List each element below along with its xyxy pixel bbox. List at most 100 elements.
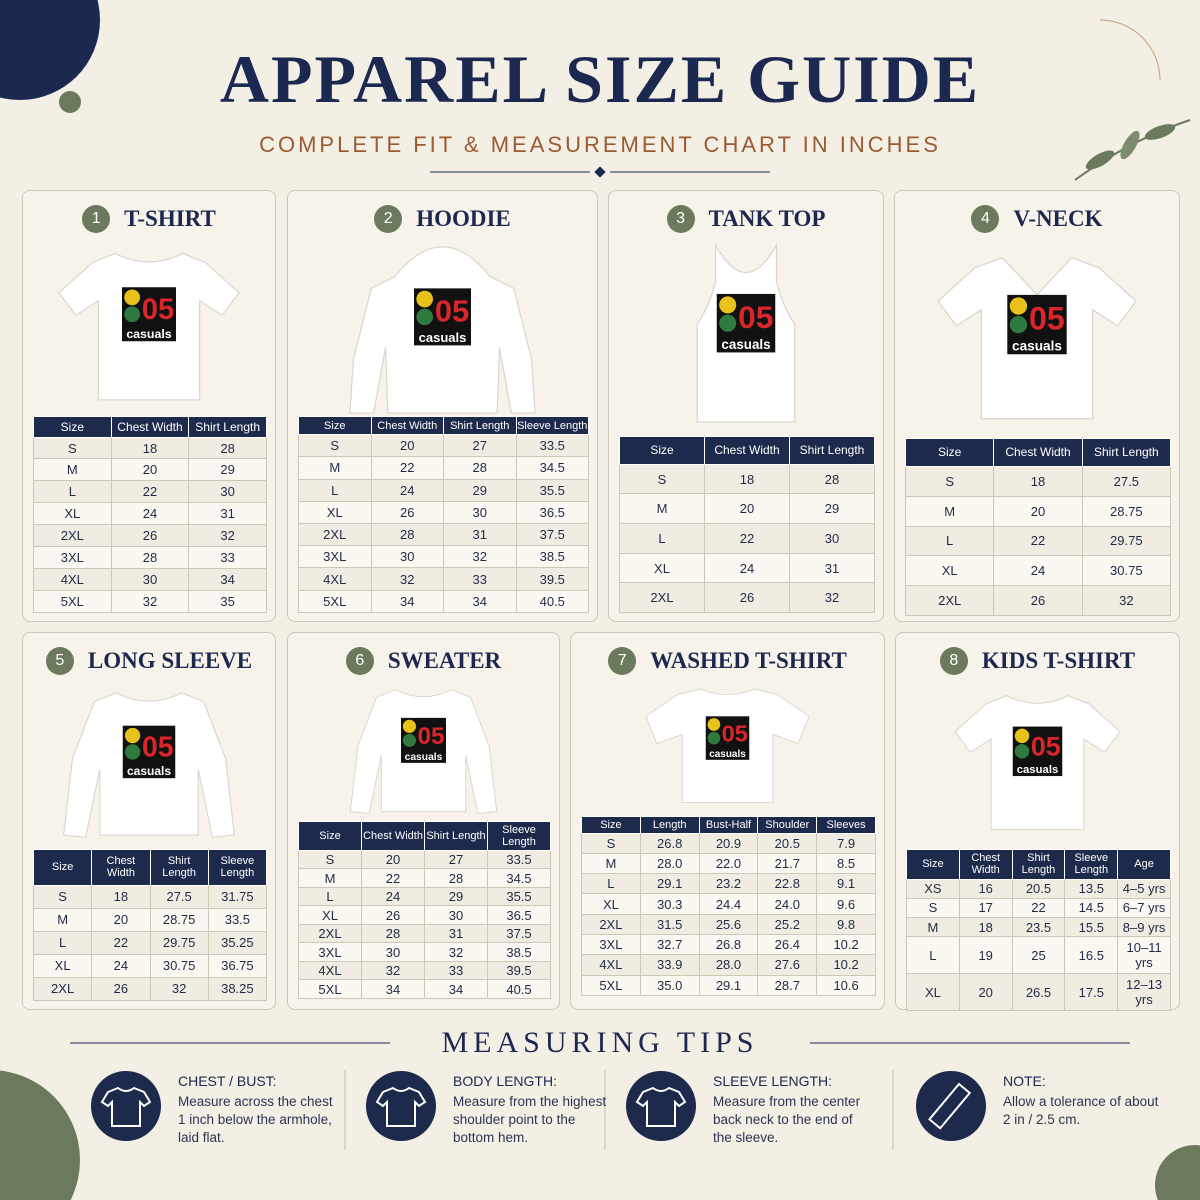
table-cell: 20 <box>958 973 1013 1011</box>
table-cell: 20.9 <box>698 832 759 854</box>
table-cell: 24.0 <box>757 893 818 915</box>
card-name: TANK TOP <box>708 206 826 231</box>
table-row: L 22 30 <box>619 523 875 554</box>
size-card: 5 LONG SLEEVE 05 casuals Size Chest Width Shir… <box>22 632 276 1010</box>
table-cell: 32 <box>361 960 425 981</box>
column-header: Shirt Length <box>149 849 209 886</box>
table-row: 3XL 32.7 26.8 26.4 10.2 <box>581 933 876 956</box>
size-table: Size Length Bust-Half Shoulder Sleeves S 26.8 2… <box>581 816 876 997</box>
table-cell: 20 <box>993 495 1083 527</box>
column-header: Shirt Length <box>188 416 267 438</box>
column-header: Shirt Length <box>1011 849 1066 880</box>
table-cell: M <box>581 852 641 875</box>
table-cell: 27.5 <box>1081 465 1172 497</box>
table-row: S 18 28 <box>33 436 267 460</box>
column-header: Chest Width <box>370 415 444 436</box>
table-cell: 2XL <box>581 913 641 935</box>
table-cell: 28.7 <box>757 974 818 997</box>
table-row: 2XL 26 32 <box>619 582 875 613</box>
table-cell: L <box>619 523 705 554</box>
table-cell: 29.1 <box>698 974 759 997</box>
table-row: S 18 27.5 <box>904 465 1172 497</box>
table-cell: 9.1 <box>816 873 876 895</box>
table-cell: XL <box>904 555 995 587</box>
table-cell: 4XL <box>33 568 112 591</box>
table-cell: 24 <box>993 555 1083 587</box>
table-cell: 26.8 <box>698 933 759 956</box>
table-cell: 28.0 <box>639 852 700 875</box>
table-row: XL 24 31 <box>619 552 875 584</box>
table-row: 4XL 32 33 39.5 <box>298 567 589 591</box>
column-header: Sleeve Length <box>1064 849 1119 880</box>
card-header: 5 LONG SLEEVE <box>23 647 275 675</box>
table-row: M 28.0 22.0 21.7 8.5 <box>581 852 876 875</box>
card-header: 3 TANK TOP <box>609 205 883 233</box>
column-header: Bust-Half <box>698 816 759 834</box>
table-cell: 26 <box>370 500 444 525</box>
table-row: XL 20 26.5 17.5 12–13 yrs <box>906 973 1171 1011</box>
tip-text: Allow a tolerance of about 2 in / 2.5 cm… <box>1003 1094 1159 1127</box>
table-cell: S <box>298 434 372 458</box>
table-cell: 12–13 yrs <box>1117 973 1171 1011</box>
table-cell: 34.5 <box>487 868 551 888</box>
column-header: Shirt Length <box>1081 438 1172 467</box>
table-cell: 25 <box>1011 936 1066 975</box>
table-header: Size Chest Width Shirt Length Sleeve Length <box>32 849 268 886</box>
size-table: Size Chest Width Shirt Length Sleeve Length… <box>906 849 1171 1011</box>
logo-word: casuals <box>1012 339 1062 354</box>
table-cell: M <box>619 493 705 525</box>
logo-word: casuals <box>419 330 467 345</box>
table-row: XL 24 30.75 36.75 <box>32 953 268 978</box>
table-cell: XS <box>906 878 960 899</box>
table-header: Size Chest Width Shirt Length Sleeve Length <box>298 415 589 436</box>
table-cell: 13.5 <box>1064 878 1119 899</box>
table-cell: 23.2 <box>698 873 759 895</box>
table-row: S 20 27 33.5 <box>298 849 551 870</box>
column-header: Size <box>298 821 362 851</box>
table-cell: 39.5 <box>515 567 589 591</box>
table-cell: 29.1 <box>639 873 700 895</box>
logo-mark: 05 <box>1029 301 1065 337</box>
table-cell: XL <box>906 973 960 1011</box>
logo-word: casuals <box>1017 764 1059 776</box>
table-cell: L <box>906 936 960 975</box>
table-cell: 26 <box>993 585 1083 616</box>
table-cell: 24 <box>370 478 444 502</box>
column-header: Chest Width <box>704 436 790 465</box>
table-cell: XL <box>32 953 93 978</box>
table-cell: M <box>33 458 112 482</box>
table-header: Size Length Bust-Half Shoulder Sleeves <box>581 816 876 834</box>
table-cell: 38.5 <box>515 545 589 569</box>
title: APPAREL SIZE GUIDE <box>219 41 981 117</box>
table-cell: 24 <box>361 886 425 907</box>
table-cell: 20 <box>704 493 790 525</box>
table-cell: 29.75 <box>149 930 209 955</box>
table-row: 3XL 28 33 <box>33 546 267 570</box>
card-name: KIDS T-SHIRT <box>981 648 1136 673</box>
table-cell: 30.3 <box>639 893 700 915</box>
size-card: 4 V-NECK 05 casuals Size Chest Width Shirt Len… <box>894 190 1180 622</box>
card-number: 2 <box>374 205 403 233</box>
table-cell: 29 <box>424 886 488 907</box>
tip-icon <box>366 1071 436 1141</box>
card-number: 5 <box>45 647 74 675</box>
table-cell: L <box>298 886 362 907</box>
table-row: 5XL 34 34 40.5 <box>298 589 589 614</box>
size-table: Size Chest Width Shirt Length S 18 28 M 20 29 L 22… <box>619 436 875 613</box>
table-cell: 35.25 <box>207 930 268 955</box>
table-cell: 20 <box>361 849 425 870</box>
table-cell: 31 <box>789 552 875 584</box>
tip-text: Measure across the chest 1 inch below th… <box>178 1094 333 1145</box>
table-cell: 35.5 <box>515 478 589 502</box>
table-cell: 30 <box>424 905 488 925</box>
card-number: 6 <box>345 647 374 675</box>
table-row: 4XL 33.9 28.0 27.6 10.2 <box>581 954 876 976</box>
table-row: 4XL 30 34 <box>33 568 267 591</box>
table-cell: 2XL <box>298 522 372 547</box>
logo-word: casuals <box>721 337 770 352</box>
table-row: L 24 29 35.5 <box>298 886 551 907</box>
table-cell: 24 <box>704 552 790 584</box>
table-cell: 22 <box>704 523 790 554</box>
